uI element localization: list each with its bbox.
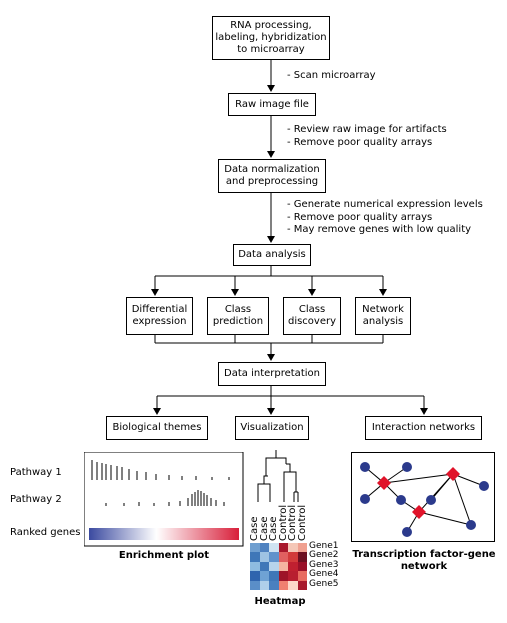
heatmap-cell (259, 552, 269, 562)
network-caption: Transcription factor-gene network (352, 549, 496, 572)
tf-node (446, 467, 460, 481)
heatmap-cell (259, 580, 269, 590)
branch-network-analysis: Network analysis (355, 297, 411, 335)
heatmap-cell (288, 571, 298, 581)
pathway1-label: Pathway 1 (10, 467, 62, 478)
heatmap-cell (288, 552, 298, 562)
network-diagram (351, 452, 495, 542)
gene-node (466, 520, 476, 530)
heatmap-gene-label: Gene2 (309, 550, 339, 561)
heatmap-cell (288, 561, 298, 572)
heatmap-caption: Heatmap (254, 596, 306, 607)
branch-class-prediction: Class prediction (207, 297, 269, 335)
heatmap-cell (269, 543, 279, 553)
tf-node (377, 476, 391, 490)
step-normalization: Data normalization and preprocessing (218, 159, 326, 193)
heatmap-grid (250, 543, 307, 590)
heatmap-cell (259, 543, 269, 553)
enrichment-plot (84, 452, 244, 547)
step-data-interpretation: Data interpretation (218, 362, 326, 386)
output-biological-themes: Biological themes (106, 416, 208, 440)
gene-node (402, 462, 412, 472)
heatmap-cell (278, 571, 288, 581)
ranked-genes-label: Ranked genes (10, 527, 81, 538)
branch-differential-expression: Differential expression (126, 297, 193, 335)
ranked-genes-bar (89, 528, 239, 540)
branch-class-discovery: Class discovery (283, 297, 341, 335)
pathway2-hits (105, 490, 225, 506)
heatmap-cell (259, 571, 269, 581)
heatmap-cell (250, 543, 260, 553)
gene-node (479, 481, 489, 491)
heatmap-cell (288, 580, 298, 590)
network-edges (364, 466, 485, 533)
heatmap-cell (297, 543, 307, 553)
gene-node (360, 494, 370, 504)
heatmap-cell (269, 580, 279, 590)
note-scan: - Scan microarray (287, 70, 376, 81)
heatmap-cell (278, 580, 288, 590)
enrichment-frame (84, 452, 244, 547)
heatmap-cell (288, 543, 298, 553)
gene-node (396, 495, 406, 505)
gene-node (360, 462, 370, 472)
heatmap-cell (297, 580, 307, 590)
pathway1-hits (91, 460, 230, 480)
output-visualization: Visualization (235, 416, 309, 440)
enrichment-caption: Enrichment plot (118, 550, 210, 561)
network-gene-nodes (360, 462, 489, 537)
heatmap-cell (278, 543, 288, 553)
step-data-analysis: Data analysis (233, 244, 311, 266)
step-raw-image: Raw image file (228, 93, 316, 116)
network-frame (351, 452, 495, 542)
heatmap-gene-label: Gene4 (309, 569, 339, 580)
heatmap-column-label: Control (296, 504, 308, 541)
heatmap-cell (250, 561, 260, 572)
tf-node (412, 505, 426, 519)
heatmap-cell (278, 552, 288, 562)
heatmap-gene-label: Gene1 (309, 541, 339, 551)
heatmap-cell (278, 561, 288, 572)
heatmap-cell (250, 571, 260, 581)
gene-node (426, 495, 436, 505)
note-review: - Review raw image for artifacts - Remov… (287, 124, 447, 148)
heatmap-cell (259, 561, 269, 572)
heatmap-cell (269, 552, 279, 562)
heatmap-cell (297, 561, 307, 572)
step-rna-processing: RNA processing, labeling, hybridization … (212, 16, 330, 60)
heatmap-dendrogram (257, 450, 299, 502)
output-interaction-networks: Interaction networks (365, 416, 482, 440)
heatmap-cell (269, 561, 279, 572)
gene-node (402, 527, 412, 537)
heatmap-gene-label: Gene5 (309, 578, 339, 589)
heatmap-cell (250, 552, 260, 562)
heatmap-cell (297, 552, 307, 562)
heatmap-gene-label: Gene3 (309, 559, 339, 570)
heatmap-cell (250, 580, 260, 590)
note-generate: - Generate numerical expression levels -… (287, 199, 483, 235)
heatmap-cell (297, 571, 307, 581)
heatmap-cell (269, 571, 279, 581)
network-tf-nodes (377, 467, 460, 519)
pathway2-label: Pathway 2 (10, 494, 62, 505)
